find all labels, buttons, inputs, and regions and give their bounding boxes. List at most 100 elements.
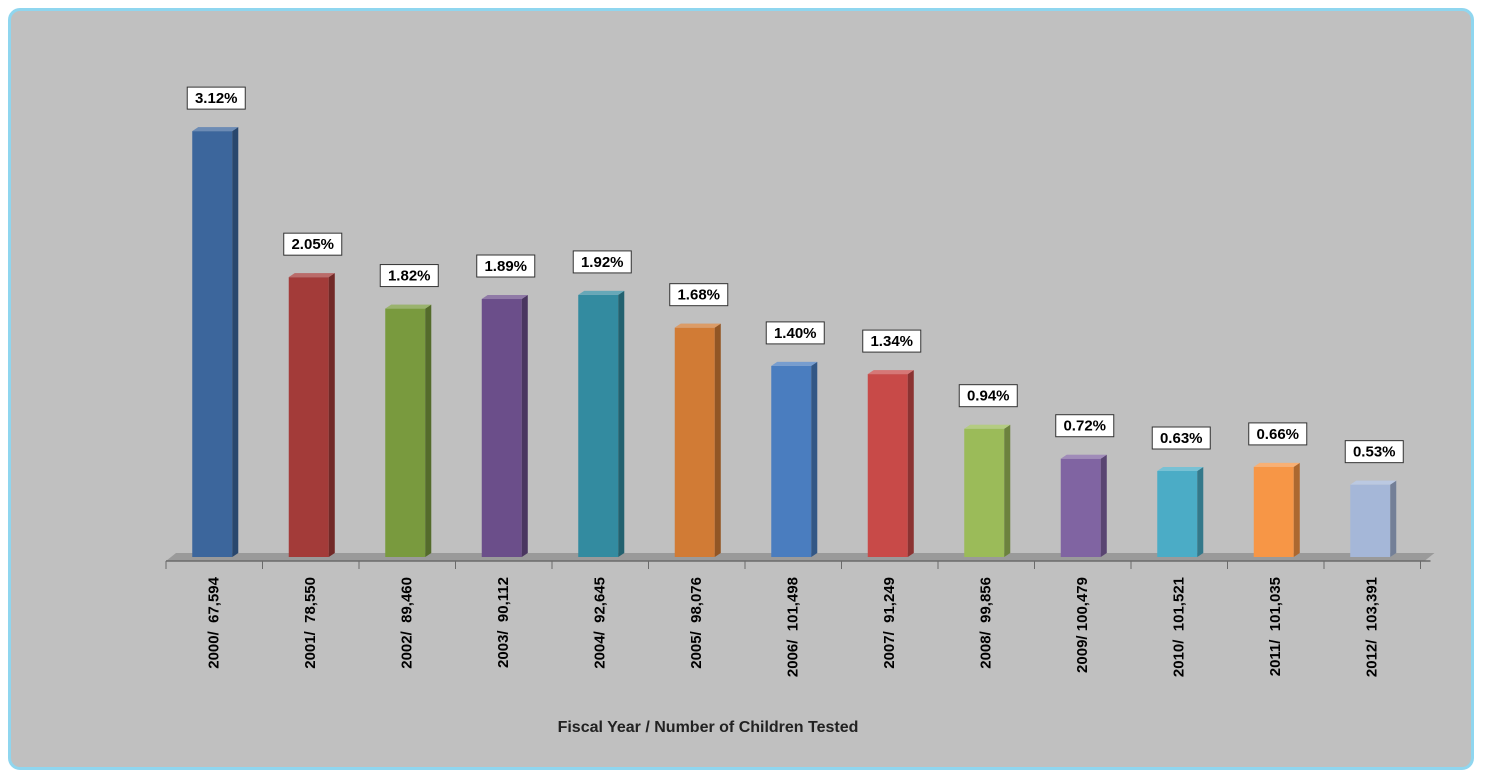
- bar-top-highlight: [1350, 480, 1397, 485]
- data-label-box: [1344, 440, 1404, 464]
- bar-side: [907, 370, 914, 557]
- x-tick-label: 2003/ 90,112: [495, 577, 512, 668]
- x-tick-label: 2001/ 78,550: [302, 577, 319, 669]
- bar-top-highlight: [385, 304, 432, 309]
- data-label: 1.40%: [765, 321, 825, 345]
- data-label-box: [379, 264, 439, 288]
- data-label-text: 0.53%: [1353, 444, 1396, 461]
- x-tick-label: 2011/ 101,035: [1267, 577, 1284, 676]
- bar-side-shade: [907, 370, 914, 557]
- x-tick-label: 2000/ 67,594: [205, 576, 222, 668]
- bar-side: [1293, 462, 1300, 557]
- data-label: 1.68%: [669, 283, 729, 307]
- bar-side: [1390, 480, 1397, 557]
- bar-side-shade: [714, 323, 721, 557]
- bar: [288, 273, 335, 557]
- data-label-box: [669, 283, 729, 307]
- data-label-text: 2.05%: [291, 236, 334, 253]
- bar-side-shade: [425, 304, 432, 557]
- bar-side: [811, 361, 818, 557]
- data-label-box: [283, 232, 343, 256]
- bar-top: [1157, 467, 1204, 472]
- bar-side: [1100, 454, 1107, 557]
- data-label-text: 1.68%: [677, 287, 720, 304]
- bar-front: [385, 308, 426, 557]
- bar-side: [618, 290, 625, 557]
- bar: [771, 361, 818, 557]
- bar-top: [964, 424, 1011, 429]
- bar-top: [771, 361, 818, 366]
- data-label: 1.89%: [476, 254, 536, 278]
- bar-side: [1004, 424, 1011, 557]
- x-tick-label: 2008/ 99,856: [977, 577, 994, 669]
- bar-side-shade: [1293, 462, 1300, 557]
- data-label: 2.05%: [283, 232, 343, 256]
- bar-top: [192, 127, 239, 132]
- bar-side: [1197, 467, 1204, 557]
- bar: [385, 304, 432, 557]
- data-label-text: 1.40%: [774, 325, 817, 342]
- x-tick-label: 2006/ 101,498: [784, 577, 801, 677]
- bar-top: [674, 323, 721, 328]
- bar-front: [288, 277, 329, 557]
- bar: [1253, 462, 1300, 557]
- bar-side-shade: [618, 290, 625, 557]
- x-axis: [165, 560, 1431, 569]
- data-label-text: 0.63%: [1160, 430, 1203, 447]
- bar-side: [232, 127, 239, 558]
- bar-front: [192, 131, 233, 557]
- data-label-box: [476, 254, 536, 278]
- bar-side: [425, 304, 432, 557]
- bar-front: [481, 299, 522, 557]
- chart-frame: 3.12% 2.05% 1.82% 1.89% 1.92% 1.68% 1.40% 1.34%…: [8, 8, 1474, 770]
- bar-top: [1350, 480, 1397, 485]
- x-tick-label: 2007/ 91,249: [881, 577, 898, 669]
- bar-top-highlight: [771, 361, 818, 366]
- data-label-text: 3.12%: [195, 90, 238, 107]
- bar-top-highlight: [288, 273, 335, 278]
- bar-front: [964, 428, 1005, 557]
- bar-front: [867, 374, 908, 557]
- data-label-text: 1.34%: [870, 333, 913, 350]
- data-label-box: [1055, 414, 1115, 438]
- data-label-text: 0.72%: [1063, 418, 1106, 435]
- bar-side-shade: [1390, 480, 1397, 557]
- bar-front: [674, 327, 715, 557]
- bar-top-highlight: [1253, 462, 1300, 467]
- bar: [1157, 467, 1204, 557]
- bar-top: [288, 273, 335, 278]
- data-label-box: [186, 86, 246, 110]
- data-labels-group: 3.12% 2.05% 1.82% 1.89% 1.92% 1.68% 1.40% 1.34%…: [186, 86, 1404, 464]
- bar-top: [1253, 462, 1300, 467]
- bar: [481, 295, 528, 557]
- data-label-text: 1.89%: [484, 258, 527, 275]
- bar-top-highlight: [867, 370, 914, 375]
- data-label: 1.82%: [379, 264, 439, 288]
- bar-side-shade: [232, 127, 239, 558]
- bar-chart: 3.12% 2.05% 1.82% 1.89% 1.92% 1.68% 1.40% 1.34%…: [165, 86, 1435, 736]
- bar-front: [1253, 466, 1294, 557]
- bars-group: [192, 127, 1397, 558]
- bar-top-highlight: [481, 295, 528, 300]
- x-tick-label: 2012/ 103,391: [1363, 577, 1380, 677]
- data-label: 0.53%: [1344, 440, 1404, 464]
- data-label-text: 0.94%: [967, 388, 1010, 405]
- bar-top: [1060, 454, 1107, 459]
- bar-top-highlight: [964, 424, 1011, 429]
- data-label-text: 0.66%: [1256, 426, 1299, 443]
- data-label-text: 1.92%: [581, 254, 624, 271]
- x-tick-label: 2002/ 89,460: [398, 577, 415, 669]
- bar-side: [714, 323, 721, 557]
- bar-top: [578, 290, 625, 295]
- bar: [192, 127, 239, 558]
- x-tick-label: 2010/ 101,521: [1170, 577, 1187, 677]
- bar-top: [385, 304, 432, 309]
- data-label: 0.72%: [1055, 414, 1115, 438]
- data-label-box: [765, 321, 825, 345]
- bar: [867, 370, 914, 557]
- data-label-text: 1.82%: [388, 268, 431, 285]
- data-label: 1.92%: [572, 250, 632, 274]
- bar-front: [1060, 458, 1101, 557]
- bar-top-highlight: [1157, 467, 1204, 472]
- bar: [964, 424, 1011, 557]
